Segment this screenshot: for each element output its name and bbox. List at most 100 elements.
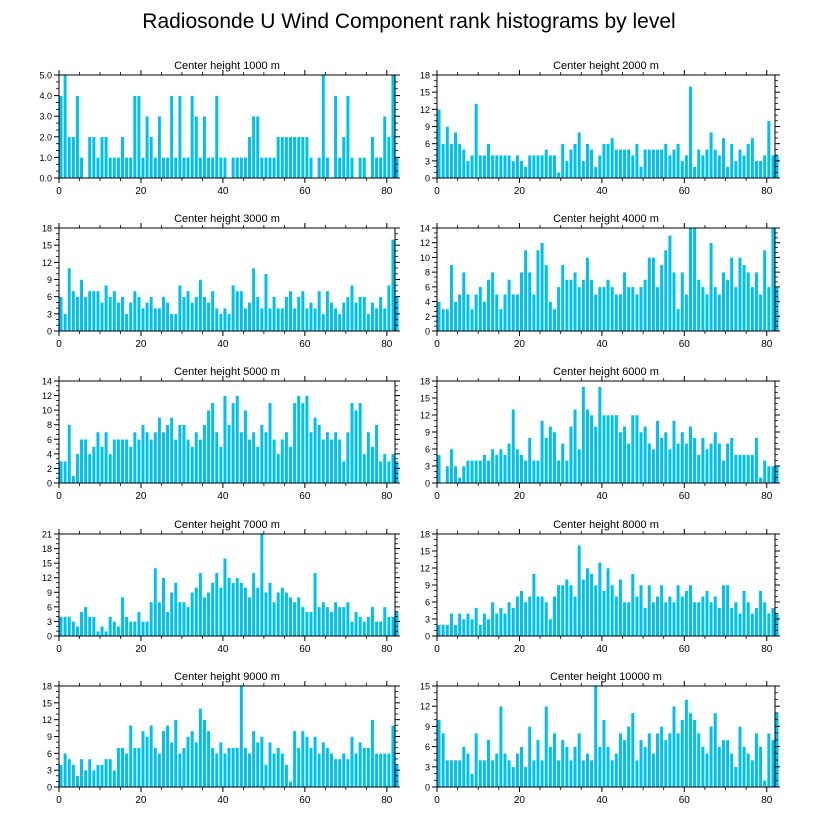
histogram-bar — [153, 157, 158, 179]
histogram-bar — [737, 454, 742, 484]
histogram-bar — [362, 621, 367, 637]
histogram-bar — [589, 414, 594, 484]
histogram-bar — [292, 307, 297, 332]
histogram-bar — [622, 426, 627, 484]
histogram-panel-9: Center height 9000 m 0 20 40 60 80 0 3 6 9 12 15 18 — [42, 671, 400, 806]
figure-title: Radiosonde U Wind Component rank histogr… — [142, 10, 676, 33]
histogram-bar — [490, 601, 495, 637]
histogram-bar — [186, 157, 191, 179]
histogram-bar — [535, 249, 540, 332]
histogram-bar — [337, 758, 342, 788]
histogram-bar — [177, 95, 182, 179]
histogram-bar — [610, 414, 615, 484]
histogram-bar — [362, 747, 367, 788]
y-tick-label: 8 — [425, 268, 430, 278]
x-tick-label: 40 — [217, 644, 229, 655]
histogram-bar — [169, 741, 174, 788]
histogram-bar — [272, 296, 277, 332]
histogram-bar — [309, 747, 313, 788]
histogram-bar — [737, 257, 742, 332]
histogram-bar — [313, 417, 318, 484]
histogram-bar — [104, 758, 109, 788]
histogram-bar — [770, 739, 775, 788]
histogram-bar — [634, 143, 639, 179]
y-tick-label: 0 — [425, 479, 430, 489]
histogram-bar — [157, 601, 162, 637]
histogram-bar — [663, 249, 668, 332]
histogram-bar — [284, 592, 289, 637]
panel-title: Center height 8000 m — [553, 519, 659, 531]
histogram-bar — [482, 454, 487, 484]
histogram-bar — [161, 577, 166, 637]
histogram-bar — [149, 601, 154, 637]
histogram-bar — [610, 286, 615, 332]
histogram-bar — [202, 719, 207, 788]
histogram-bar — [737, 613, 742, 637]
histogram-bar — [523, 166, 528, 179]
x-tick-label: 0 — [56, 339, 62, 350]
histogram-bar — [540, 759, 545, 788]
histogram-bar — [190, 302, 195, 332]
histogram-bar — [519, 454, 524, 484]
histogram-bar — [292, 601, 297, 637]
histogram-bar — [672, 420, 677, 484]
histogram-bar — [235, 395, 240, 484]
histogram-bar — [382, 307, 387, 332]
histogram-bar — [309, 302, 313, 332]
histogram-bar — [259, 424, 264, 484]
histogram-bar — [618, 293, 623, 332]
histogram-bar — [251, 115, 256, 179]
panel-title: Center height 10000 m — [550, 671, 662, 683]
histogram-bar — [548, 301, 553, 332]
histogram-bar — [255, 296, 260, 332]
histogram-bar — [474, 293, 479, 332]
histogram-bar — [581, 279, 586, 332]
histogram-bar — [169, 417, 174, 484]
histogram-bar — [754, 271, 759, 332]
histogram-bar — [737, 149, 742, 179]
y-tick-label: 9 — [47, 275, 52, 285]
histogram-bar — [560, 584, 565, 637]
histogram-bar — [733, 601, 738, 637]
panel-title: Center height 7000 m — [174, 519, 280, 531]
histogram-bar — [309, 431, 313, 484]
histogram-bar — [770, 607, 775, 637]
histogram-bar — [214, 95, 219, 179]
histogram-bar — [358, 741, 363, 788]
histogram-bar — [251, 730, 256, 788]
histogram-bar — [750, 454, 755, 484]
histogram-bar — [227, 577, 232, 637]
histogram-bar — [597, 154, 602, 179]
histogram-bar — [717, 607, 722, 637]
histogram-bar — [366, 616, 371, 637]
histogram-bar — [482, 613, 487, 637]
histogram-bar — [618, 149, 623, 179]
histogram-bar — [296, 136, 301, 179]
y-tick-label: 14 — [42, 377, 52, 387]
histogram-bar — [292, 136, 297, 179]
histogram-bar — [79, 758, 84, 788]
x-tick-label: 0 — [434, 491, 440, 502]
histogram-bar — [341, 753, 346, 788]
histogram-bar — [247, 136, 252, 179]
histogram-bar — [486, 143, 491, 179]
histogram-bar — [606, 414, 611, 484]
histogram-bar — [573, 746, 578, 788]
y-tick-label: 18 — [420, 377, 430, 387]
histogram-bar — [354, 302, 359, 332]
histogram-bar — [280, 136, 285, 179]
histogram-bar — [63, 460, 68, 484]
histogram-bar — [564, 746, 569, 788]
histogram-bar — [659, 437, 664, 484]
histogram-bar — [453, 131, 458, 179]
histogram-bar — [667, 154, 672, 179]
histogram-bar — [688, 712, 693, 788]
y-tick-label: 8 — [47, 420, 52, 430]
histogram-bar — [104, 284, 109, 332]
histogram-bar — [124, 616, 129, 637]
histogram-bar — [461, 618, 466, 637]
histogram-bar — [437, 719, 442, 788]
histogram-bar — [317, 424, 322, 484]
histogram-bar — [75, 775, 80, 788]
histogram-bar — [63, 753, 68, 788]
